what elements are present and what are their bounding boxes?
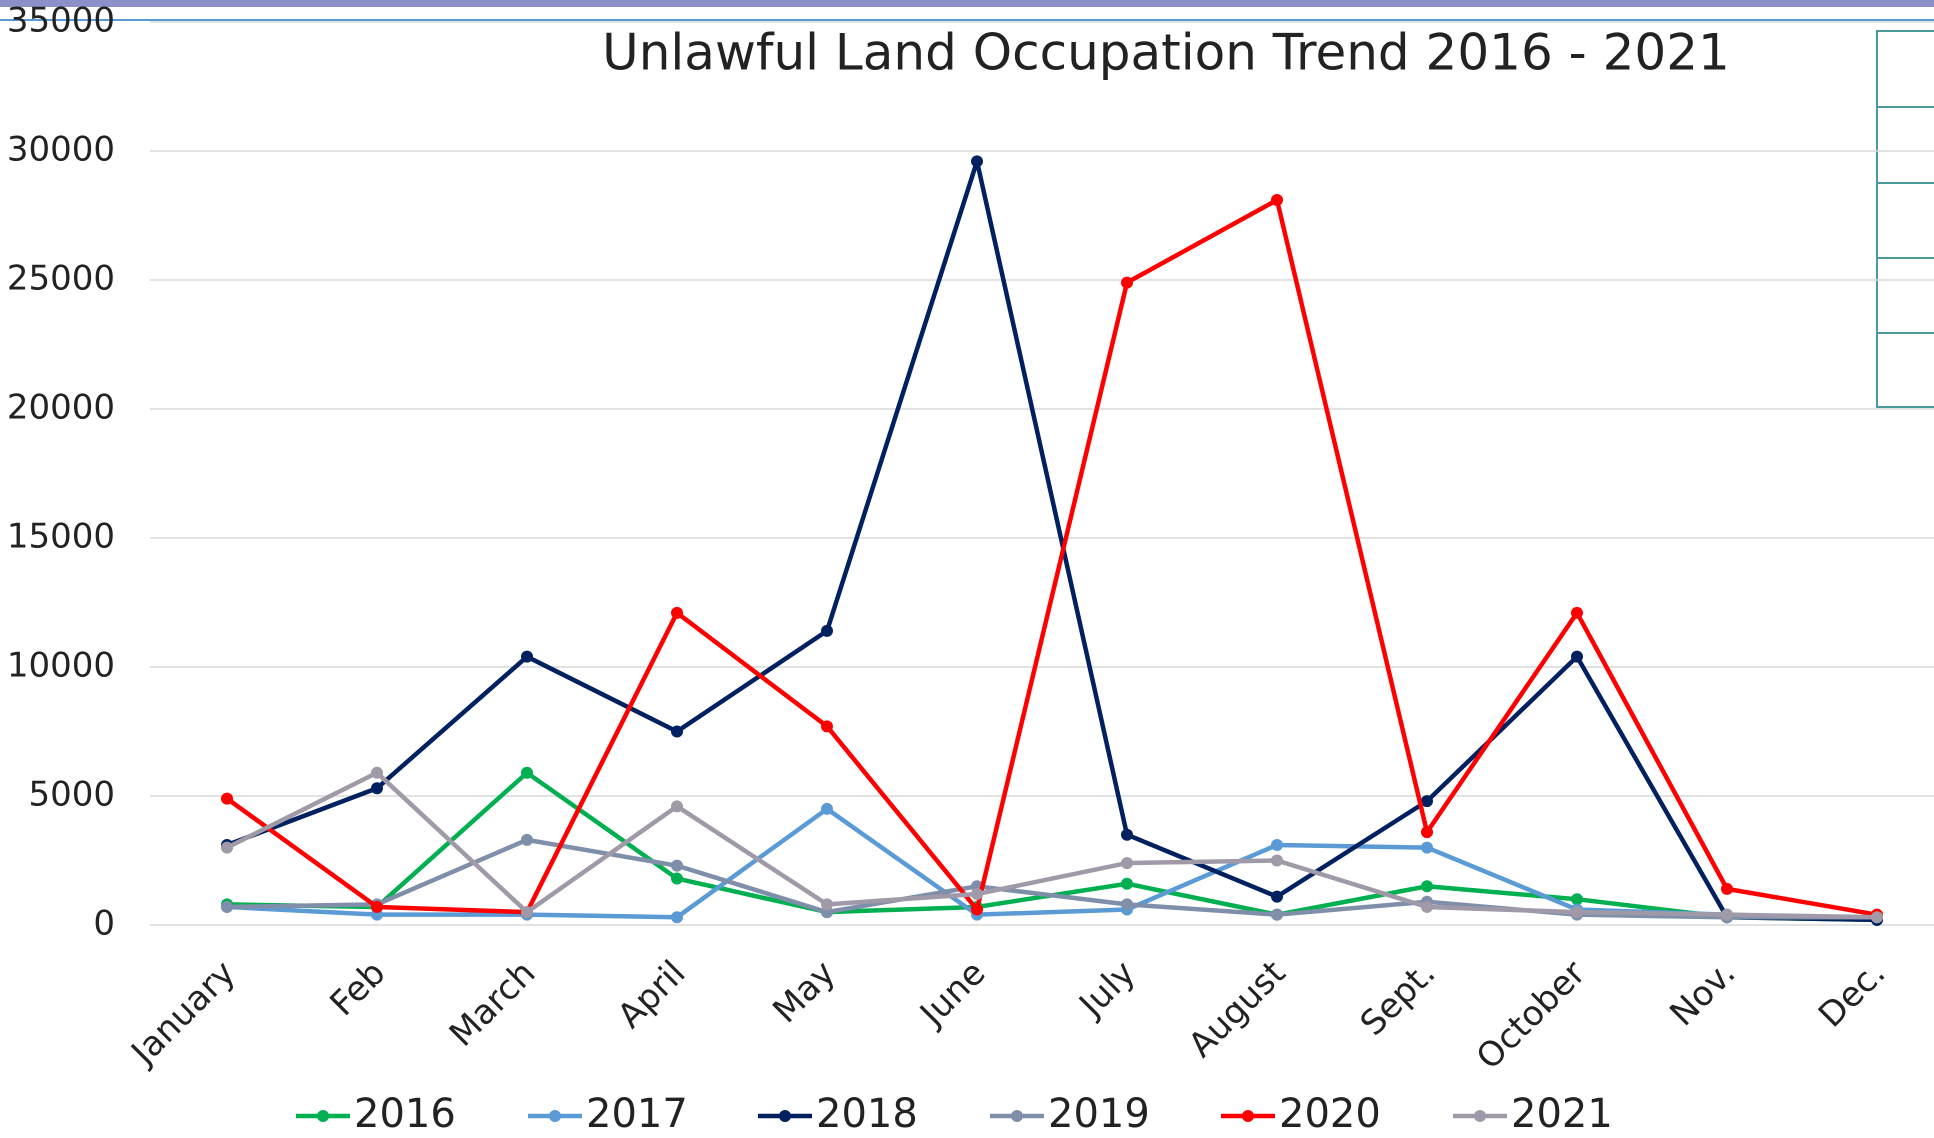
top-band (0, 0, 1934, 7)
side-table (1876, 30, 1934, 408)
data-point (1121, 828, 1133, 841)
series-line (226, 159, 1878, 923)
series-line (225, 197, 1878, 917)
data-point (221, 841, 233, 854)
data-point (671, 800, 683, 813)
y-tick-label: 5000 (28, 775, 115, 815)
data-point (1121, 857, 1133, 870)
data-point (1571, 650, 1583, 663)
data-point (1721, 882, 1733, 895)
data-point (1421, 880, 1433, 893)
x-tick-label: August (1181, 953, 1293, 1065)
data-point (1271, 854, 1283, 867)
x-tick-label: March (442, 953, 544, 1055)
data-point (1421, 841, 1433, 854)
legend-marker (1474, 1110, 1486, 1122)
data-point (1571, 606, 1583, 619)
data-point (1121, 276, 1133, 289)
legend-marker (1242, 1110, 1254, 1122)
data-point (1271, 839, 1283, 852)
data-point (971, 888, 983, 901)
legend-marker (549, 1110, 561, 1122)
x-tick-label: October (1469, 953, 1594, 1078)
data-point (221, 792, 233, 805)
x-tick-label: January (123, 953, 244, 1074)
data-point (671, 872, 683, 885)
data-point (1421, 826, 1433, 839)
legend-label: 2021 (1511, 1091, 1613, 1137)
data-point (971, 155, 983, 168)
legend-label: 2017 (586, 1091, 688, 1137)
data-point (1271, 890, 1283, 903)
data-point (971, 903, 983, 916)
data-point (371, 900, 383, 913)
data-point (1571, 906, 1583, 919)
data-point (1871, 911, 1883, 924)
series-line (226, 770, 1878, 923)
data-point (821, 720, 833, 733)
data-point (521, 766, 533, 779)
chart-title: Unlawful Land Occupation Trend 2016 - 20… (602, 24, 1730, 82)
x-tick-label: May (765, 953, 843, 1031)
y-tick-label: 25000 (7, 259, 115, 299)
x-tick-label: Dec. (1811, 953, 1893, 1035)
legend-label: 2016 (354, 1091, 456, 1137)
legend-label: 2019 (1048, 1091, 1150, 1137)
data-point (1121, 898, 1133, 911)
y-tick-label: 0 (93, 904, 115, 944)
x-tick-label: Feb (323, 953, 394, 1024)
data-point (1721, 908, 1733, 921)
y-tick-label: 10000 (7, 646, 115, 686)
data-point (521, 906, 533, 919)
data-point (371, 782, 383, 795)
x-tick-label: Nov. (1662, 953, 1743, 1034)
data-point (1121, 877, 1133, 890)
legend-marker (317, 1110, 329, 1122)
data-point (671, 859, 683, 872)
legend-marker (779, 1110, 791, 1122)
data-point (1571, 893, 1583, 906)
series-line (226, 837, 1877, 920)
data-point (1421, 900, 1433, 913)
y-tick-label: 15000 (7, 517, 115, 557)
data-point (1271, 908, 1283, 921)
data-point (521, 650, 533, 663)
data-point (371, 766, 383, 779)
data-point (821, 898, 833, 911)
data-point (821, 624, 833, 637)
y-tick-label: 30000 (7, 130, 115, 170)
x-tick-label: June (911, 953, 993, 1035)
y-tick-label: 20000 (7, 388, 115, 428)
data-point (671, 606, 683, 619)
legend-marker (1011, 1110, 1023, 1122)
legend-label: 2018 (816, 1091, 918, 1137)
data-point (1421, 795, 1433, 808)
data-point (521, 833, 533, 846)
series-line (225, 770, 1878, 920)
data-point (1271, 194, 1283, 207)
data-point (221, 900, 233, 913)
data-point (671, 911, 683, 924)
y-tick-label: 35000 (7, 1, 115, 41)
x-tick-label: July (1070, 953, 1143, 1026)
legend-label: 2020 (1279, 1091, 1381, 1137)
x-tick-label: April (610, 953, 693, 1036)
data-point (821, 802, 833, 815)
data-point (671, 725, 683, 738)
x-tick-label: Sept. (1353, 953, 1444, 1044)
